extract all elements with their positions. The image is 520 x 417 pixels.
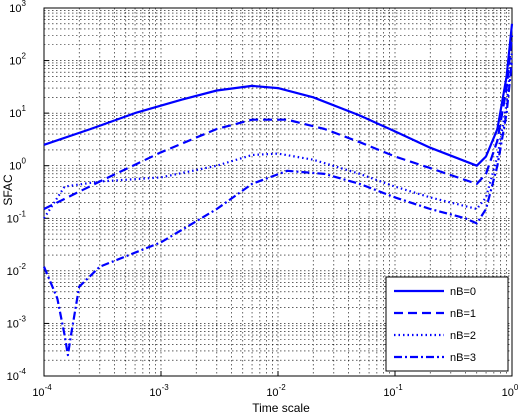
- series-line-nb2: [43, 51, 514, 219]
- legend-box: [385, 276, 509, 372]
- y-tick-label: 102: [9, 52, 26, 68]
- series-line-nb3: [42, 60, 514, 357]
- legend-label: nB=0: [450, 286, 476, 298]
- y-tick-label: 10-2: [7, 262, 27, 278]
- x-tick-label: 10-4: [32, 383, 52, 399]
- legend: nB=0 nB=1 nB=2 nB=3: [385, 276, 509, 372]
- x-tick-label: 10-3: [149, 383, 169, 399]
- y-tick-label: 10-3: [7, 314, 27, 330]
- y-axis-label: SFAC: [1, 174, 15, 206]
- x-axis-label: Time scale: [252, 401, 310, 415]
- x-tick-label: 10-2: [266, 383, 286, 399]
- series-lines: [42, 23, 514, 357]
- y-tick-label: 100: [9, 157, 26, 173]
- x-tick-label: 10-1: [383, 383, 403, 399]
- series-line-nb1: [43, 35, 514, 210]
- x-tick-label: 100: [502, 383, 519, 399]
- y-tick-label: 10-1: [7, 209, 27, 225]
- series-line-nb0: [43, 23, 514, 167]
- y-tick-label: 103: [9, 0, 26, 15]
- y-tick-label: 10-4: [7, 367, 27, 383]
- y-tick-label: 101: [9, 104, 26, 120]
- legend-label: nB=2: [450, 330, 476, 342]
- legend-label: nB=3: [450, 352, 476, 364]
- legend-label: nB=1: [450, 308, 476, 320]
